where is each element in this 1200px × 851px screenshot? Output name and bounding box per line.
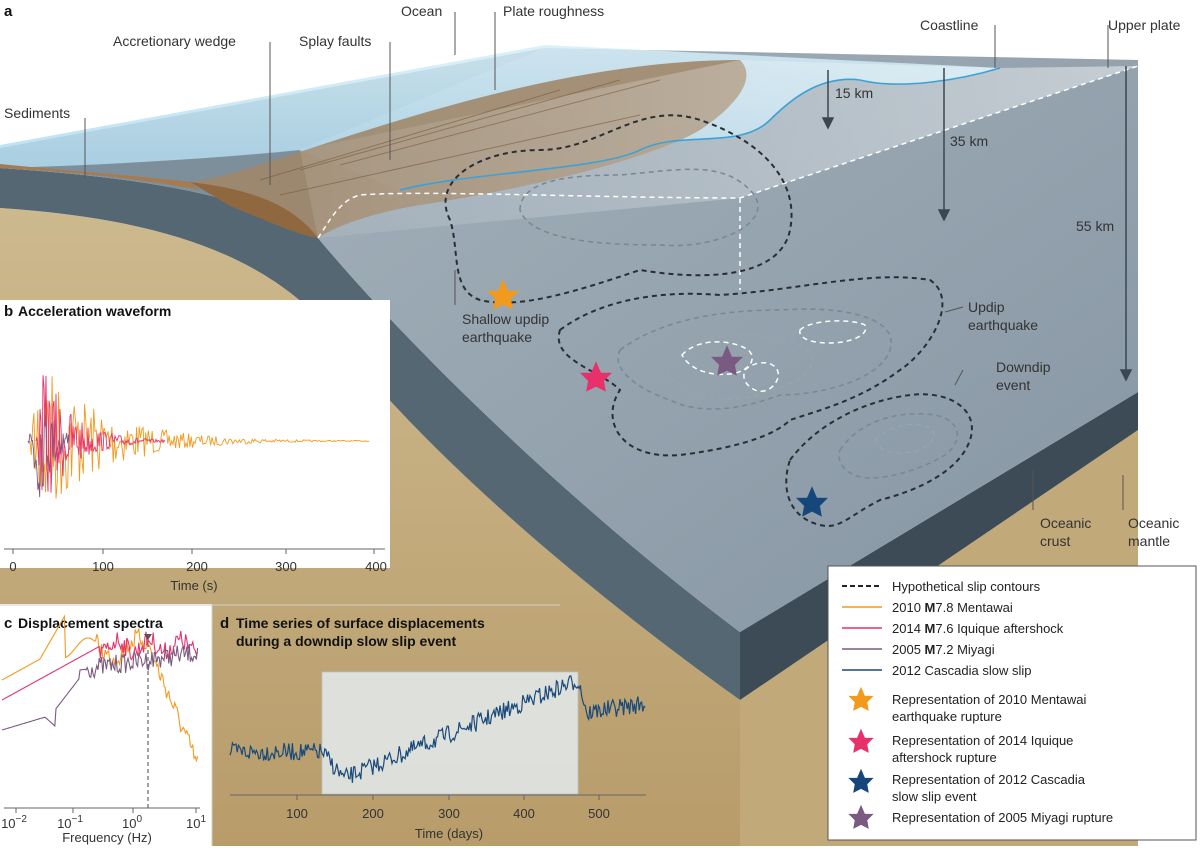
panel-d-x-ticks xyxy=(296,795,600,800)
panel-b: b Acceleration waveform 0 100 200 300 40… xyxy=(0,300,390,593)
panel-d-xlabel: Time (days) xyxy=(415,826,483,841)
panel-d-tick-100: 100 xyxy=(286,806,308,821)
sediments-layer xyxy=(0,164,200,190)
panel-c-letter: c xyxy=(4,615,12,632)
legend-mentawai-star-line1: Representation of 2010 Mentawai xyxy=(892,692,1087,707)
ocean-label: Ocean xyxy=(401,3,442,19)
oceanic-crust-label-2: crust xyxy=(1040,533,1070,549)
panel-b-tick-400: 400 xyxy=(365,559,387,574)
shallow-updip-label-1: Shallow updip xyxy=(462,311,549,327)
legend-miyagi-star-line1: Representation of 2005 Miyagi rupture xyxy=(892,810,1113,825)
panel-b-tick-200: 200 xyxy=(186,559,208,574)
plate-roughness-label: Plate roughness xyxy=(503,3,604,19)
shallow-updip-label-2: earthquake xyxy=(462,329,532,345)
panel-d-tick-500: 500 xyxy=(588,806,610,821)
oceanic-mantle-label-1: Oceanic xyxy=(1128,515,1179,531)
panel-b-tick-0: 0 xyxy=(9,559,16,574)
iquique-waveform xyxy=(35,375,166,493)
displacement-spectra-curves xyxy=(1,614,199,763)
upper-plate xyxy=(300,60,1138,238)
panel-c: c Displacement spectra 10−2 10−1 100 101… xyxy=(0,604,560,846)
panel-d-tick-400: 400 xyxy=(513,806,535,821)
panel-b-xlabel: Time (s) xyxy=(170,578,217,593)
updip-label-2: earthquake xyxy=(968,317,1038,333)
oceanic-mantle-label-2: mantle xyxy=(1128,533,1170,549)
panel-c-tick-1e0: 100 xyxy=(122,814,142,831)
panel-d-tick-300: 300 xyxy=(438,806,460,821)
sediments-label: Sediments xyxy=(4,105,70,121)
coastline-label: Coastline xyxy=(920,17,979,33)
wedge-toe xyxy=(190,182,318,238)
legend-contours-label: Hypothetical slip contours xyxy=(892,579,1041,594)
legend-iquique-star-line2: aftershock rupture xyxy=(892,750,997,765)
accretionary-wedge-label: Accretionary wedge xyxy=(113,33,236,49)
upper-plate-label: Upper plate xyxy=(1108,17,1181,33)
panel-a-letter: a xyxy=(4,3,13,20)
acceleration-waveforms xyxy=(27,375,370,499)
miyagi-spectrum xyxy=(1,643,199,731)
panel-d-title-1: Time series of surface displacements xyxy=(236,615,485,631)
panel-d-letter: d xyxy=(220,615,229,632)
downdip-label-2: event xyxy=(996,377,1030,393)
depth-55-label: 55 km xyxy=(1076,218,1114,234)
cascadia-displacement-series xyxy=(229,675,646,783)
legend-iquique-star-line1: Representation of 2014 Iquique xyxy=(892,733,1073,748)
legend-mentawai-star-line2: earthquake rupture xyxy=(892,709,1002,724)
upper-plate-outline xyxy=(317,65,1139,290)
panel-b-x-ticks xyxy=(12,549,375,554)
panel-c-tick-1e-2: 10−2 xyxy=(1,814,27,831)
panel-b-tick-300: 300 xyxy=(275,559,297,574)
panel-b-tick-100: 100 xyxy=(92,559,114,574)
updip-label-1: Updip xyxy=(968,299,1005,315)
depth-35-label: 35 km xyxy=(950,133,988,149)
leader-lines xyxy=(84,12,1124,510)
legend-mentawai-label: 2010 M7.8 Mentawai xyxy=(892,600,1013,615)
panel-b-letter: b xyxy=(4,303,13,320)
panel-b-title: Acceleration waveform xyxy=(18,303,171,319)
legend-cascadia-label: 2012 Cascadia slow slip xyxy=(892,663,1031,678)
legend-cascadia-star-line2: slow slip event xyxy=(892,789,977,804)
splay-fault-lines xyxy=(259,79,661,196)
panel-d-tick-200: 200 xyxy=(362,806,384,821)
legend-cascadia-star-line1: Representation of 2012 Cascadia xyxy=(892,772,1086,787)
legend-box xyxy=(827,565,1197,841)
corner-frequency-marker-icon xyxy=(144,634,152,640)
panel-d: d Time series of surface displacements d… xyxy=(220,615,646,841)
legend-iquique-label: 2014 M7.6 Iquique aftershock xyxy=(892,621,1064,636)
panel-c-x-ticks xyxy=(15,808,197,813)
panel-c-xlabel: Frequency (Hz) xyxy=(62,830,152,845)
iquique-spectrum xyxy=(1,630,199,701)
depth-15-label: 15 km xyxy=(835,85,873,101)
slip-contours xyxy=(444,114,973,527)
mentawai-waveform xyxy=(29,376,370,499)
panel-c-tick-1e1: 101 xyxy=(186,814,206,831)
legend: Hypothetical slip contours 2010 M7.8 Men… xyxy=(827,565,1197,841)
splay-faults-label: Splay faults xyxy=(299,33,371,49)
panel-c-title: Displacement spectra xyxy=(18,615,163,631)
downdip-label-1: Downdip xyxy=(996,359,1051,375)
panel-c-tick-1e-1: 10−1 xyxy=(57,814,83,831)
panel-d-title-2: during a downdip slow slip event xyxy=(236,633,456,649)
cascadia-series-line xyxy=(229,675,646,783)
legend-miyagi-label: 2005 M7.2 Miyagi xyxy=(892,642,995,657)
oceanic-crust-label-1: Oceanic xyxy=(1040,515,1091,531)
coastline-line xyxy=(399,67,1001,191)
depth-arrows xyxy=(821,66,1133,382)
